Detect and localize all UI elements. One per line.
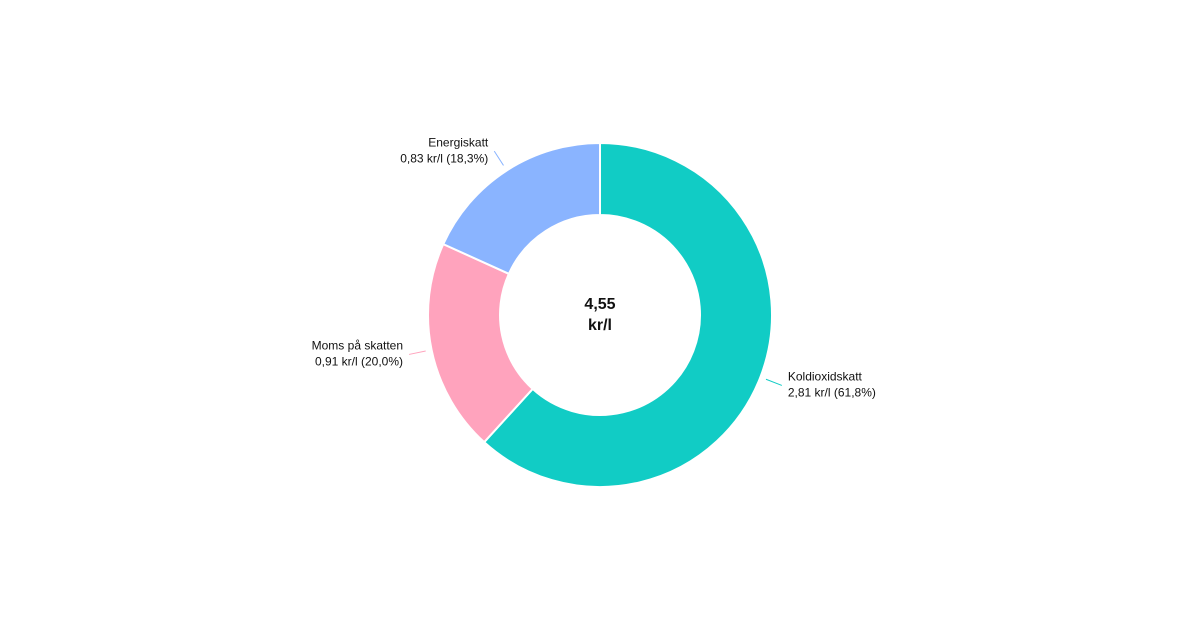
slice: [482, 141, 773, 488]
slice-name: Koldioxidskatt: [788, 370, 863, 384]
leader-line: [493, 150, 504, 166]
center-label: kr/l: [588, 317, 612, 334]
slice: [441, 141, 601, 276]
slice-name: Moms på skatten: [312, 339, 403, 353]
slice-value: 2,81 kr/l (61,8%): [788, 386, 876, 400]
leader-line: [408, 350, 426, 355]
leader-line: [765, 378, 783, 386]
center-label: 4,55: [584, 296, 615, 313]
slice-name: Energiskatt: [428, 135, 489, 149]
slice-value: 0,83 kr/l (18,3%): [400, 151, 488, 165]
slice-value: 0,91 kr/l (20,0%): [315, 355, 403, 369]
